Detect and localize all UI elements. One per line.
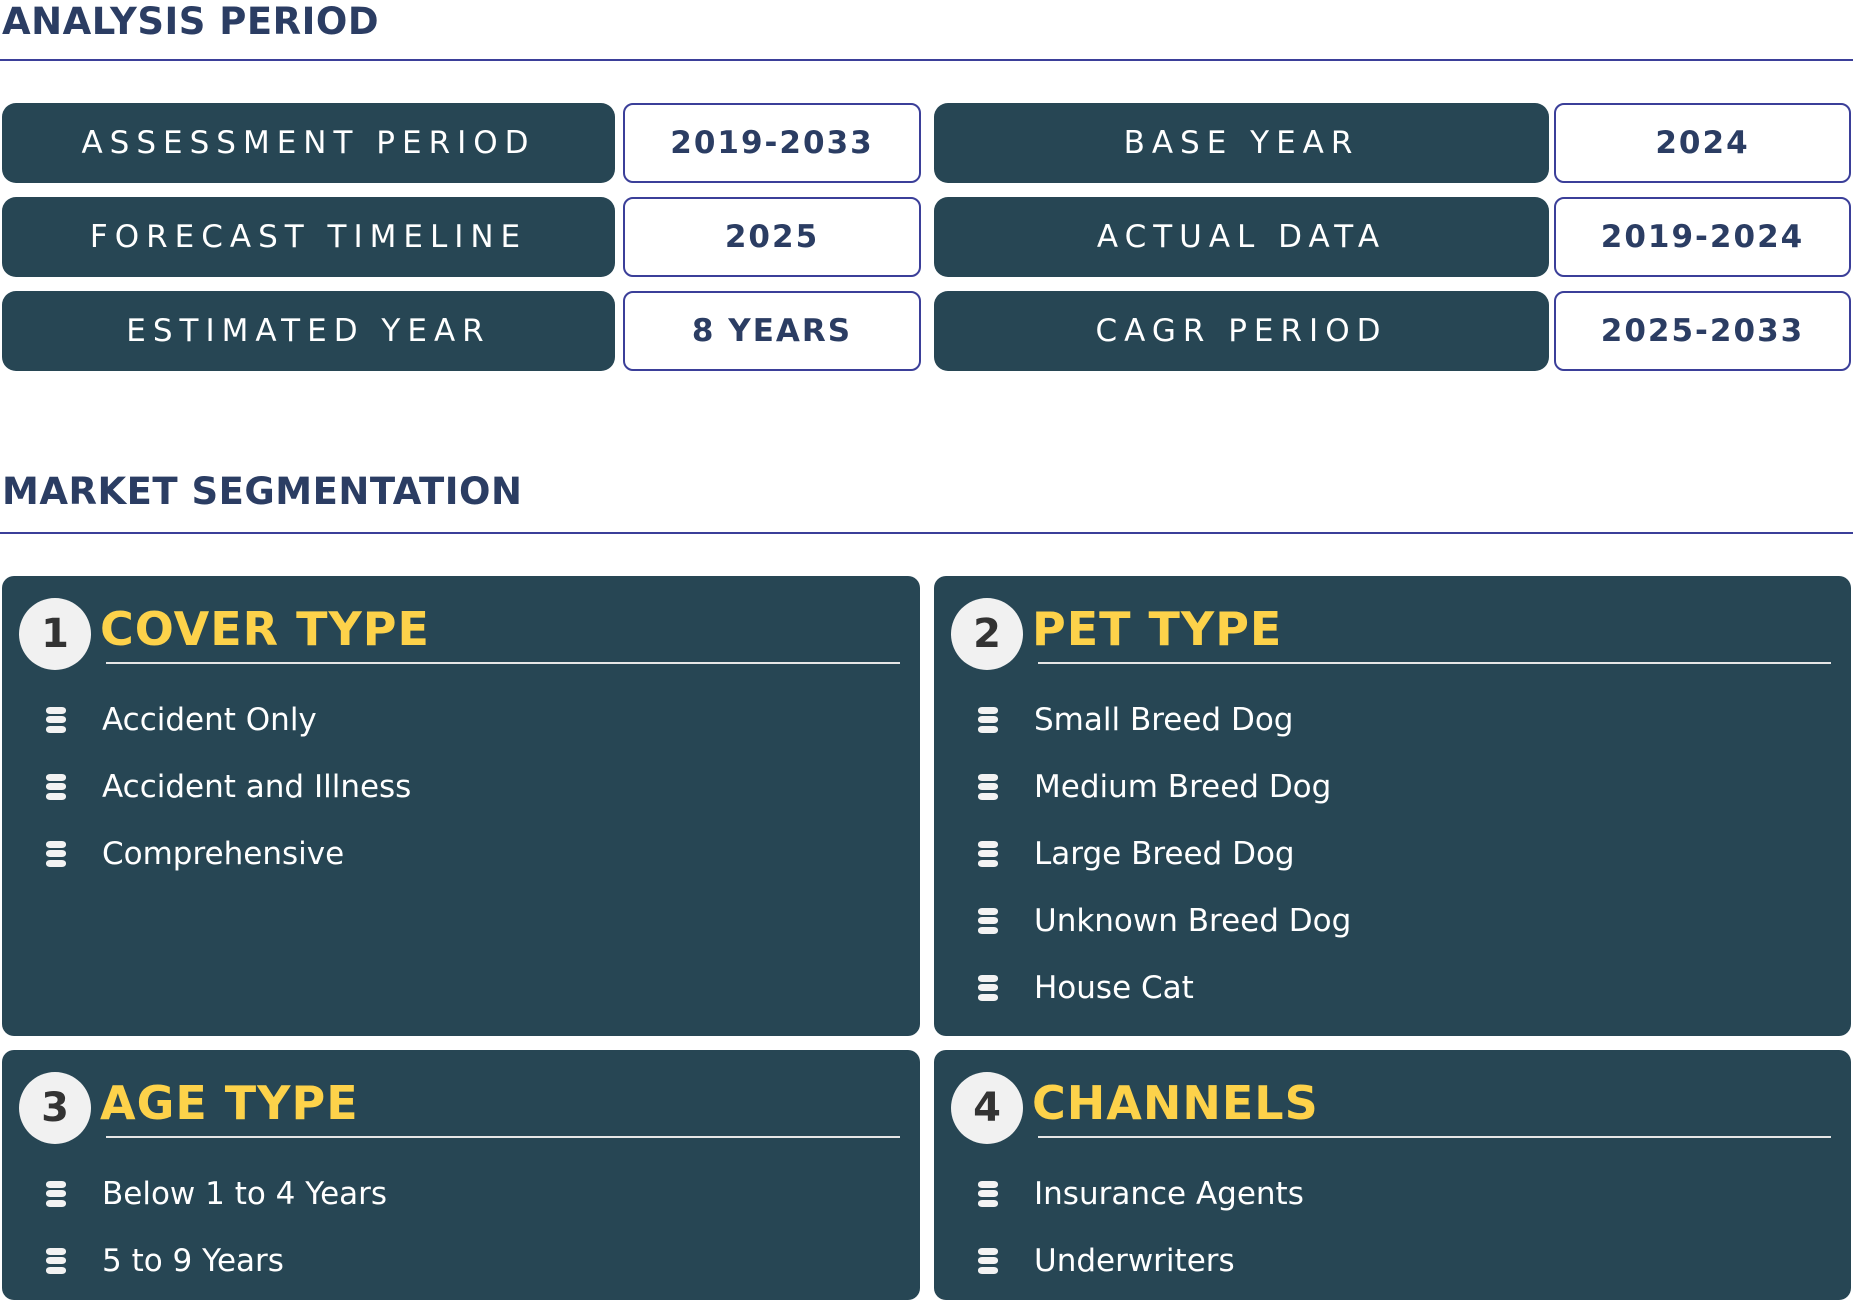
segment-title: COVER TYPE — [100, 602, 430, 656]
segment-item: Small Breed Dog — [978, 686, 1351, 753]
segment-item: Large Breed Dog — [978, 820, 1351, 887]
segment-item-label: Below 1 to 4 Years — [102, 1175, 388, 1212]
period-label: ASSESSMENT PERIOD — [2, 103, 615, 183]
segment-item-label: Comprehensive — [102, 835, 345, 872]
market-segmentation-heading: MARKET SEGMENTATION — [2, 470, 523, 513]
segment-title: PET TYPE — [1032, 602, 1283, 656]
segment-item-label: Small Breed Dog — [1034, 701, 1294, 738]
segment-list: Accident Only Accident and Illness Compreh… — [46, 686, 411, 887]
segment-item-label: Underwriters — [1034, 1242, 1235, 1279]
segment-title: CHANNELS — [1032, 1076, 1319, 1130]
segment-item: Insurance Agents — [978, 1160, 1304, 1227]
segment-panel: 4 CHANNELS Insurance Agents Underwriters — [934, 1050, 1851, 1300]
database-icon — [978, 706, 998, 733]
database-icon — [46, 840, 66, 867]
segment-item-label: 5 to 9 Years — [102, 1242, 284, 1279]
divider — [106, 662, 900, 664]
period-value: 2019-2033 — [623, 103, 921, 183]
period-label: ACTUAL DATA — [934, 197, 1549, 277]
divider — [106, 1136, 900, 1138]
segment-item: Underwriters — [978, 1227, 1304, 1294]
database-icon — [978, 974, 998, 1001]
segment-item-label: Accident Only — [102, 701, 317, 738]
segment-item: 5 to 9 Years — [46, 1227, 387, 1294]
segment-panel: 3 AGE TYPE Below 1 to 4 Years 5 to 9 Year… — [2, 1050, 920, 1300]
database-icon — [978, 773, 998, 800]
analysis-period-heading: ANALYSIS PERIOD — [2, 0, 380, 43]
segment-item: House Cat — [978, 954, 1351, 1021]
segment-number-badge: 2 — [951, 598, 1023, 670]
segment-list: Below 1 to 4 Years 5 to 9 Years — [46, 1160, 387, 1294]
period-label: BASE YEAR — [934, 103, 1549, 183]
period-value: 2025 — [623, 197, 921, 277]
database-icon — [46, 1247, 66, 1274]
database-icon — [46, 773, 66, 800]
segment-item-label: Medium Breed Dog — [1034, 768, 1332, 805]
segment-item: Below 1 to 4 Years — [46, 1160, 387, 1227]
period-value: 8 YEARS — [623, 291, 921, 371]
segment-title: AGE TYPE — [100, 1076, 359, 1130]
database-icon — [978, 1180, 998, 1207]
segment-list: Small Breed Dog Medium Breed Dog Large Bre… — [978, 686, 1351, 1021]
segment-item: Accident Only — [46, 686, 411, 753]
segment-item: Comprehensive — [46, 820, 411, 887]
divider — [1038, 662, 1831, 664]
segment-panel: 2 PET TYPE Small Breed Dog Medium Breed D… — [934, 576, 1851, 1036]
segment-panel: 1 COVER TYPE Accident Only Accident and I… — [2, 576, 920, 1036]
period-value: 2024 — [1554, 103, 1851, 183]
segment-number-badge: 4 — [951, 1072, 1023, 1144]
segment-number-badge: 1 — [19, 598, 91, 670]
segment-list: Insurance Agents Underwriters — [978, 1160, 1304, 1294]
database-icon — [978, 840, 998, 867]
segment-item-label: Insurance Agents — [1034, 1175, 1304, 1212]
divider — [0, 59, 1853, 61]
period-label: ESTIMATED YEAR — [2, 291, 615, 371]
divider — [0, 532, 1853, 534]
segment-item: Unknown Breed Dog — [978, 887, 1351, 954]
database-icon — [978, 907, 998, 934]
database-icon — [46, 706, 66, 733]
period-label: FORECAST TIMELINE — [2, 197, 615, 277]
database-icon — [978, 1247, 998, 1274]
segment-number-badge: 3 — [19, 1072, 91, 1144]
segment-item: Accident and Illness — [46, 753, 411, 820]
segment-item-label: Accident and Illness — [102, 768, 412, 805]
segment-item: Medium Breed Dog — [978, 753, 1351, 820]
period-label: CAGR PERIOD — [934, 291, 1549, 371]
segment-item-label: Large Breed Dog — [1034, 835, 1295, 872]
segment-item-label: Unknown Breed Dog — [1034, 902, 1352, 939]
database-icon — [46, 1180, 66, 1207]
segment-item-label: House Cat — [1034, 969, 1194, 1006]
divider — [1038, 1136, 1831, 1138]
period-value: 2025-2033 — [1554, 291, 1851, 371]
period-value: 2019-2024 — [1554, 197, 1851, 277]
